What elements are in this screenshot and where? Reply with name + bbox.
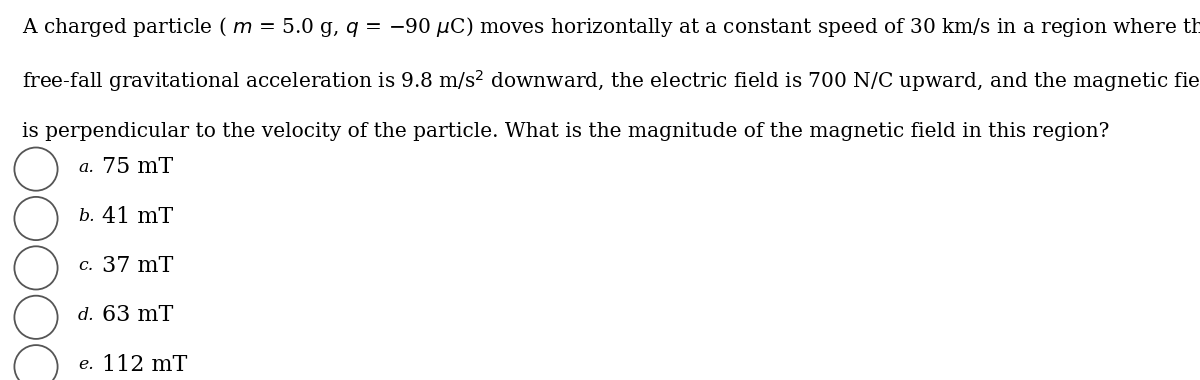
Text: c.: c. (78, 258, 94, 274)
Text: A charged particle ( $m$ = 5.0 g, $q$ = $-$90 $\mu$C) moves horizontally at a co: A charged particle ( $m$ = 5.0 g, $q$ = … (22, 15, 1200, 39)
Text: a.: a. (78, 159, 94, 176)
Text: 63 mT: 63 mT (102, 304, 173, 326)
Text: e.: e. (78, 356, 94, 373)
Text: 41 mT: 41 mT (102, 206, 173, 228)
Text: 75 mT: 75 mT (102, 156, 173, 178)
Text: is perpendicular to the velocity of the particle. What is the magnitude of the m: is perpendicular to the velocity of the … (22, 122, 1109, 141)
Text: 37 mT: 37 mT (102, 255, 173, 277)
Text: d.: d. (78, 307, 95, 324)
Text: 112 mT: 112 mT (102, 354, 187, 376)
Text: b.: b. (78, 208, 95, 225)
Text: free-fall gravitational acceleration is 9.8 m/s$^{2}$ downward, the electric fie: free-fall gravitational acceleration is … (22, 68, 1200, 94)
